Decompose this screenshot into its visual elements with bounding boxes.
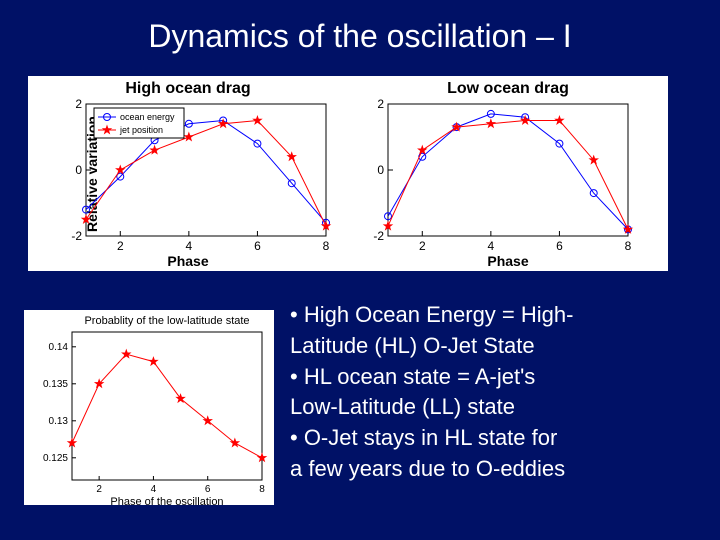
- svg-text:-2: -2: [71, 229, 82, 243]
- chart-right-svg: 2 4 6 8 -2 0 2: [348, 76, 668, 271]
- svg-text:jet position: jet position: [119, 125, 163, 135]
- svg-text:2: 2: [96, 484, 102, 495]
- chart-low-drag: Low ocean drag Phase 2468-202: [348, 76, 668, 271]
- svg-text:6: 6: [205, 484, 211, 495]
- svg-text:0: 0: [75, 163, 82, 177]
- svg-text:0.135: 0.135: [43, 379, 68, 390]
- svg-text:6: 6: [556, 239, 563, 253]
- svg-text:6: 6: [254, 239, 261, 253]
- svg-text:0.13: 0.13: [49, 416, 69, 427]
- bullet-line: • High Ocean Energy = High-: [290, 300, 710, 331]
- svg-text:0.125: 0.125: [43, 453, 68, 464]
- top-charts-container: High ocean drag Relative variation Phase…: [28, 76, 668, 271]
- bullet-line: Latitude (HL) O-Jet State: [290, 331, 710, 362]
- svg-text:8: 8: [625, 239, 632, 253]
- svg-text:0: 0: [377, 163, 384, 177]
- svg-text:Probablity of the low-latitude: Probablity of the low-latitude state: [84, 315, 249, 327]
- svg-text:2: 2: [419, 239, 426, 253]
- chart-high-drag: High ocean drag Relative variation Phase…: [28, 76, 348, 271]
- svg-text:2: 2: [75, 97, 82, 111]
- svg-text:Phase of the oscillation: Phase of the oscillation: [110, 496, 223, 505]
- bullet-line: Low-Latitude (LL) state: [290, 392, 710, 423]
- bullet-list: • High Ocean Energy = High- Latitude (HL…: [290, 300, 710, 485]
- svg-text:0.14: 0.14: [49, 342, 69, 353]
- bullet-line: • HL ocean state = A-jet's: [290, 362, 710, 393]
- bullet-line: • O-Jet stays in HL state for: [290, 423, 710, 454]
- svg-text:8: 8: [259, 484, 265, 495]
- chart-bottom-svg: 2 4 6 8 0.125 0.13 0.135 0.14 Probablity of the …: [24, 310, 274, 505]
- svg-text:4: 4: [186, 239, 193, 253]
- svg-text:2: 2: [117, 239, 124, 253]
- bullet-line: a few years due to O-eddies: [290, 454, 710, 485]
- svg-text:2: 2: [377, 97, 384, 111]
- bottom-chart-container: 2 4 6 8 0.125 0.13 0.135 0.14 Probablity of the …: [24, 310, 274, 505]
- svg-text:ocean energy: ocean energy: [120, 112, 175, 122]
- svg-text:-2: -2: [373, 229, 384, 243]
- svg-text:8: 8: [323, 239, 330, 253]
- page-title: Dynamics of the oscillation – I: [0, 0, 720, 55]
- svg-text:4: 4: [151, 484, 157, 495]
- svg-text:4: 4: [488, 239, 495, 253]
- chart-left-svg: 2 4 6 8 -2 0 2 ocean energy jet position: [28, 76, 348, 271]
